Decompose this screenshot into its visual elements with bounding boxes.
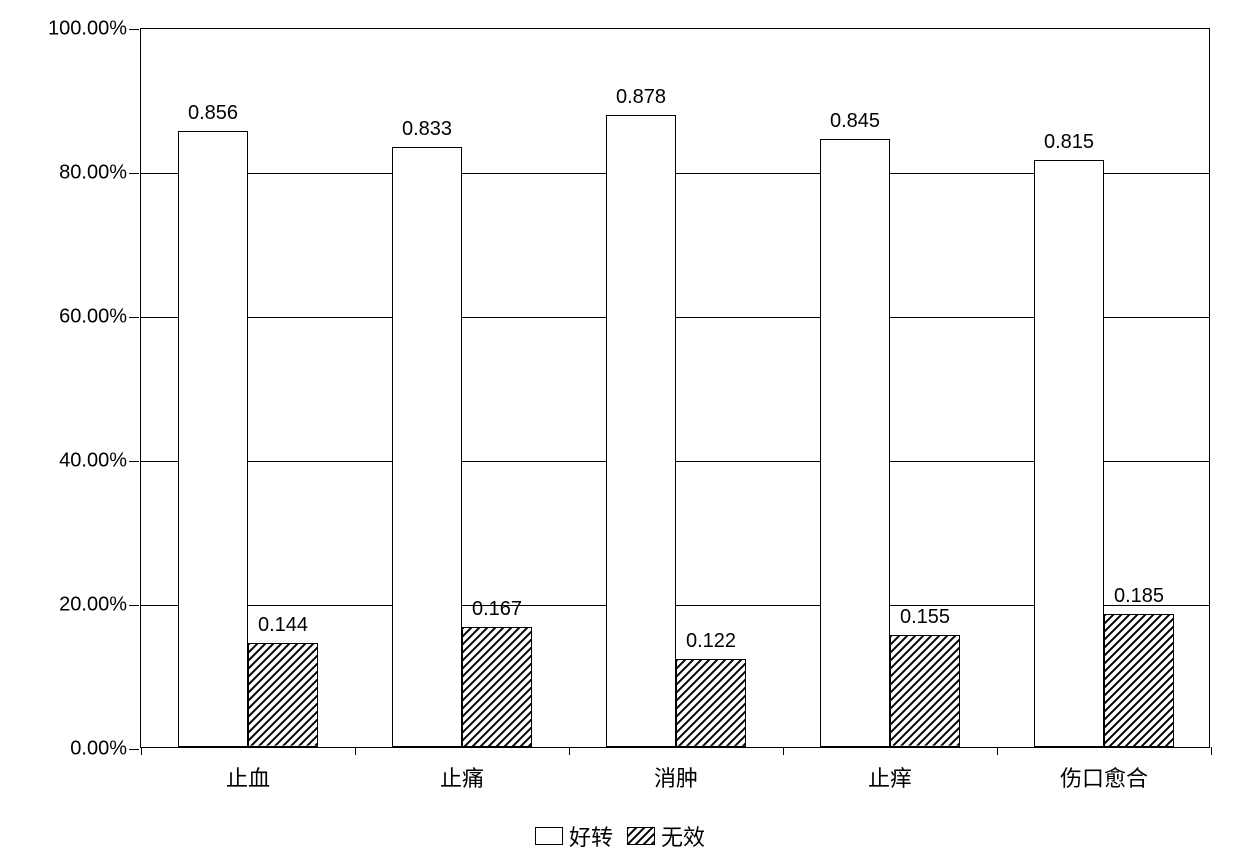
x-tick bbox=[997, 747, 998, 755]
data-label: 0.878 bbox=[616, 86, 666, 109]
x-tick bbox=[1211, 747, 1212, 755]
legend-item: 无效 bbox=[627, 820, 705, 852]
x-tick-label: 伤口愈合 bbox=[1060, 761, 1148, 793]
bar-series-1 bbox=[178, 131, 248, 747]
bar-series-2 bbox=[890, 635, 960, 747]
bar-series-2 bbox=[462, 627, 532, 747]
data-label: 0.122 bbox=[686, 630, 736, 653]
x-tick-label: 止痒 bbox=[868, 761, 912, 793]
y-tick bbox=[129, 749, 139, 750]
y-tick-label: 40.00% bbox=[59, 450, 127, 473]
bar-series-2 bbox=[1104, 614, 1174, 747]
data-label: 0.167 bbox=[472, 598, 522, 621]
x-tick-label: 消肿 bbox=[654, 761, 698, 793]
bar-series-1 bbox=[820, 139, 890, 747]
y-tick bbox=[129, 29, 139, 30]
y-tick-label: 20.00% bbox=[59, 594, 127, 617]
y-tick-label: 100.00% bbox=[48, 18, 127, 41]
data-label: 0.815 bbox=[1044, 131, 1094, 154]
legend-swatch-white bbox=[535, 827, 563, 845]
data-label: 0.833 bbox=[402, 118, 452, 141]
x-tick-label: 止痛 bbox=[440, 761, 484, 793]
y-tick-label: 0.00% bbox=[70, 738, 127, 761]
data-label: 0.144 bbox=[258, 614, 308, 637]
bar-series-1 bbox=[1034, 160, 1104, 747]
y-tick-label: 80.00% bbox=[59, 162, 127, 185]
bar-series-1 bbox=[392, 147, 462, 747]
x-tick bbox=[783, 747, 784, 755]
bar-series-2 bbox=[248, 643, 318, 747]
legend-item: 好转 bbox=[535, 820, 613, 852]
legend-label: 好转 bbox=[569, 820, 613, 852]
x-tick bbox=[355, 747, 356, 755]
x-tick bbox=[141, 747, 142, 755]
bar-series-2 bbox=[676, 659, 746, 747]
y-tick bbox=[129, 173, 139, 174]
legend: 好转 无效 bbox=[535, 820, 705, 852]
y-tick bbox=[129, 317, 139, 318]
bar-series-1 bbox=[606, 115, 676, 747]
data-label: 0.845 bbox=[830, 110, 880, 133]
chart-container: 0.00% 20.00% 40.00% 60.00% 80.00% 100.00% 止血 0.… bbox=[0, 0, 1240, 861]
y-tick-label: 60.00% bbox=[59, 306, 127, 329]
data-label: 0.185 bbox=[1114, 585, 1164, 608]
legend-swatch-hatch bbox=[627, 827, 655, 845]
data-label: 0.856 bbox=[188, 102, 238, 125]
y-tick bbox=[129, 605, 139, 606]
x-tick bbox=[569, 747, 570, 755]
legend-label: 无效 bbox=[661, 820, 705, 852]
data-label: 0.155 bbox=[900, 606, 950, 629]
plot-area: 0.00%20.00%40.00%60.00%80.00%100.00%止血0.… bbox=[140, 28, 1210, 748]
x-tick-label: 止血 bbox=[226, 761, 270, 793]
y-tick bbox=[129, 461, 139, 462]
